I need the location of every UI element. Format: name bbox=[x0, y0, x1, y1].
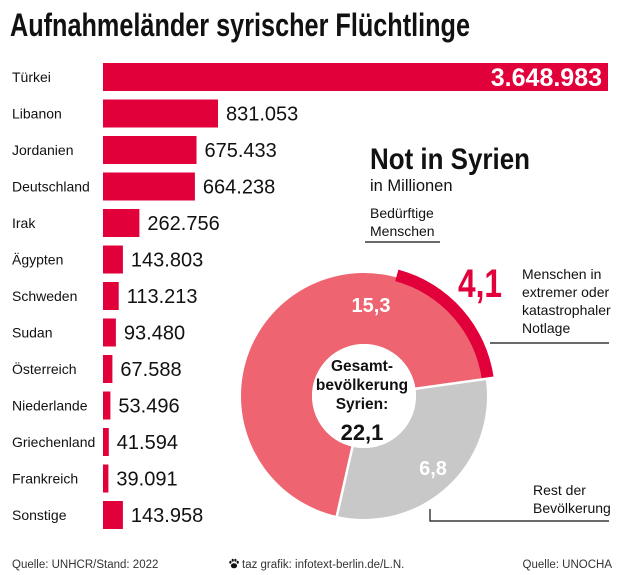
bar-label: Sonstige bbox=[12, 507, 67, 523]
donut-slice-beduerftige bbox=[240, 273, 486, 516]
annotation-beduerftige: Bedürftige bbox=[370, 205, 434, 221]
bar-label: Jordanien bbox=[12, 142, 74, 158]
center-label-line: bevölkerung bbox=[316, 377, 408, 394]
source-unocha: Quelle: UNOCHA bbox=[523, 559, 613, 571]
bar bbox=[103, 501, 123, 529]
bar-label: Libanon bbox=[12, 106, 62, 122]
slice-value-rest: 6,8 bbox=[419, 458, 447, 480]
paw-pad bbox=[230, 563, 238, 569]
bar bbox=[103, 355, 113, 383]
annotation-notlage: Notlage bbox=[522, 320, 570, 336]
bar-label: Schweden bbox=[12, 288, 77, 304]
total-value: 22,1 bbox=[341, 420, 384, 445]
bar-value-label: 143.803 bbox=[131, 250, 203, 272]
chart-title: Aufnahmeländer syrischer Flüchtlinge bbox=[10, 7, 470, 43]
bar-label: Irak bbox=[12, 215, 36, 231]
bar-label: Sudan bbox=[12, 325, 52, 341]
bar bbox=[103, 391, 111, 420]
bar-label: Österreich bbox=[12, 360, 77, 377]
bar-value-label: 143.958 bbox=[131, 505, 203, 527]
bar-value-label: 67.588 bbox=[120, 359, 181, 381]
bar bbox=[103, 282, 119, 310]
taz-paw-icon bbox=[229, 558, 239, 569]
leader-rest bbox=[429, 509, 609, 522]
bar bbox=[103, 136, 197, 164]
bar-label: Niederlande bbox=[12, 398, 88, 414]
donut-heading: Not in Syrien in Millionen bbox=[370, 143, 530, 195]
bar-value-label: 53.496 bbox=[118, 396, 179, 418]
bar-value-label: 675.433 bbox=[205, 140, 277, 162]
bar-value-label: 113.213 bbox=[127, 286, 198, 308]
center-label-line: Gesamt- bbox=[331, 358, 393, 375]
bar-value-label: 39.091 bbox=[116, 469, 177, 491]
donut-slice-rest bbox=[336, 378, 487, 520]
donut-chart: 15,3 6,8 4,1 Gesamt-bevölkerung Syrien: 22,1 B… bbox=[240, 205, 611, 526]
bar-value-label: 41.594 bbox=[117, 432, 178, 454]
bar bbox=[103, 172, 195, 201]
source-unhcr: Quelle: UNHCR/Stand: 2022 bbox=[12, 559, 158, 571]
slice-separator bbox=[414, 376, 496, 391]
slice-value-beduerftige: 15,3 bbox=[352, 295, 391, 317]
donut-title: Not in Syrien bbox=[370, 143, 530, 176]
bar bbox=[103, 209, 140, 237]
donut-subtitle: in Millionen bbox=[370, 177, 453, 195]
donut-center bbox=[312, 344, 416, 448]
annotation-notlage: katastrophaler bbox=[522, 302, 611, 318]
bar bbox=[103, 464, 109, 493]
credit: taz grafik: infotext-berlin.de/L.N. bbox=[242, 559, 404, 571]
bar-value-label: 3.648.983 bbox=[491, 64, 602, 92]
bar bbox=[103, 99, 218, 128]
bar-label: Deutschland bbox=[12, 179, 90, 195]
bar-value-label: 262.756 bbox=[147, 213, 219, 235]
bar bbox=[103, 318, 116, 347]
donut-subset-arc-notlage bbox=[395, 269, 494, 380]
bar bbox=[103, 245, 123, 274]
bar-value-label: 664.238 bbox=[203, 177, 275, 199]
bar-value-label: 93.480 bbox=[124, 323, 185, 345]
paw-toe bbox=[236, 560, 239, 564]
annotation-notlage: Menschen in bbox=[522, 266, 601, 282]
paw-toe bbox=[234, 558, 237, 562]
footer: Quelle: UNHCR/Stand: 2022 taz grafik: in… bbox=[12, 558, 613, 571]
bar-label: Ägypten bbox=[12, 252, 63, 268]
paw-toe bbox=[229, 560, 232, 564]
annotation-notlage: extremer oder bbox=[522, 284, 609, 300]
annotation-rest: Bevölkerung bbox=[533, 500, 611, 516]
annotation-rest: Rest der bbox=[533, 482, 586, 498]
bar-value-label: 831.053 bbox=[226, 104, 298, 126]
bar-chart: Türkei 3.648.983 Libanon 831.053 Jordanien 67… bbox=[12, 63, 608, 529]
subset-value-notlage: 4,1 bbox=[458, 262, 502, 306]
bar bbox=[103, 428, 109, 456]
annotation-beduerftige: Menschen bbox=[370, 223, 435, 239]
paw-toe bbox=[231, 558, 234, 562]
bar-label: Frankreich bbox=[12, 471, 78, 487]
bar bbox=[103, 63, 608, 91]
bar-label: Türkei bbox=[12, 69, 51, 85]
bar-label: Griechenland bbox=[12, 434, 95, 450]
slice-separator bbox=[333, 445, 354, 526]
center-label-line: Syrien: bbox=[336, 396, 389, 413]
